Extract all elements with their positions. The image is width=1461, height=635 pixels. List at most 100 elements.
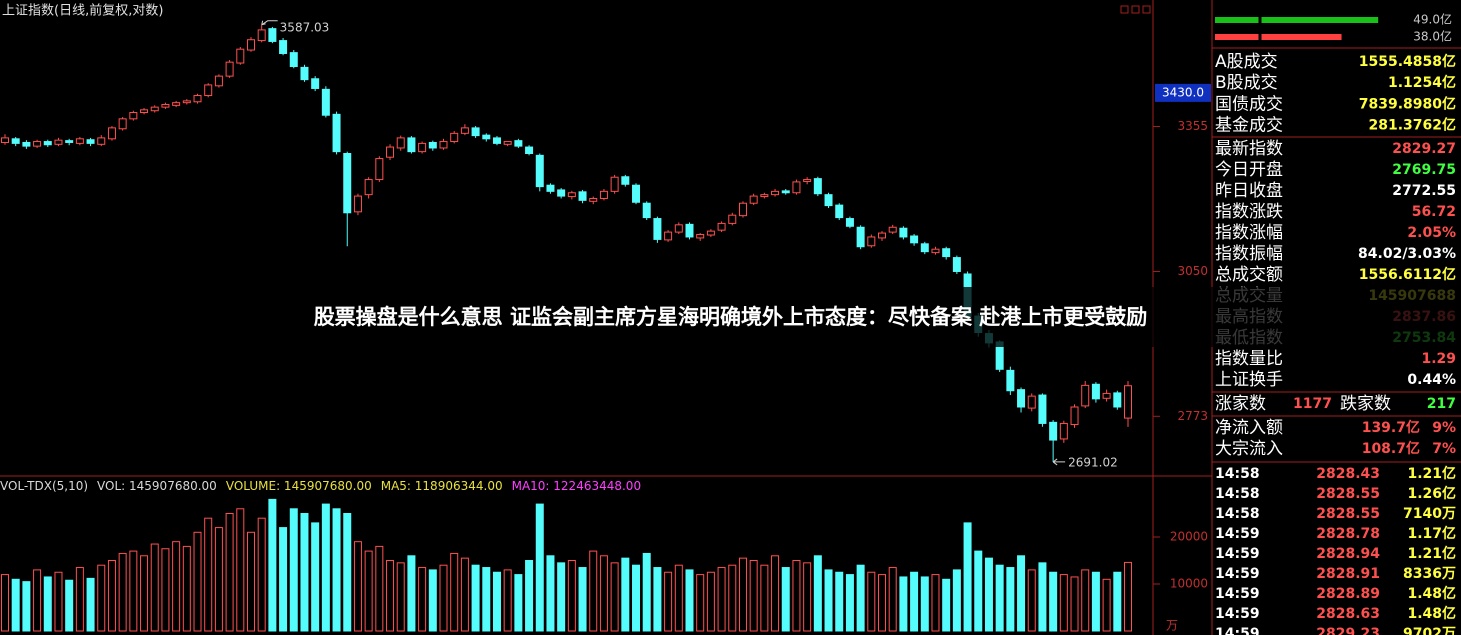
candle-body	[642, 202, 651, 219]
summary-bar	[1215, 34, 1342, 40]
candle-body	[97, 137, 106, 145]
volume-bar	[471, 564, 480, 632]
volume-bar	[728, 564, 737, 632]
window-icon	[1142, 5, 1151, 14]
volume-bar	[845, 574, 854, 632]
volume-bar	[1017, 555, 1026, 632]
candle-body	[150, 106, 159, 112]
row-label: 指数量比	[1215, 349, 1283, 369]
volume-bar	[118, 552, 127, 632]
volume-bar	[172, 541, 181, 632]
candle-body	[182, 100, 191, 104]
candle-body	[653, 218, 662, 240]
volume-bar	[343, 512, 352, 632]
candle-body	[75, 138, 84, 144]
volume-bar	[653, 567, 662, 632]
volume-bar	[1038, 562, 1047, 632]
row-label: 国债成交	[1215, 94, 1283, 114]
row-value: 108.7亿	[1362, 440, 1420, 457]
volume-bar	[621, 557, 630, 632]
volume-bar	[364, 550, 373, 632]
candle-body	[920, 243, 929, 253]
tick-time: 14:59	[1215, 626, 1260, 635]
candle-body	[514, 140, 523, 147]
volume-bar	[578, 567, 587, 632]
candle-body	[728, 214, 737, 224]
volume-bar	[386, 559, 395, 632]
volume-bar	[706, 571, 715, 632]
legend-entry: MA5: 118906344.00	[381, 479, 503, 493]
tick-price: 2828.94	[1316, 546, 1380, 562]
candle-body	[1081, 384, 1090, 407]
window-icon	[1131, 5, 1140, 14]
row-value: 9%	[1432, 420, 1456, 436]
candle-body	[1049, 421, 1058, 441]
row-value: 281.3762亿	[1368, 117, 1456, 134]
volume-bar	[311, 522, 320, 632]
row-label: 大宗流入	[1215, 439, 1283, 459]
tick-volume: 8336万	[1403, 566, 1456, 582]
row-value: 1556.6112亿	[1359, 266, 1456, 283]
candle-body	[781, 190, 790, 194]
tick-volume: 1.21亿	[1407, 545, 1456, 562]
candle-body	[214, 75, 223, 87]
tick-price: 2829.23	[1316, 626, 1380, 635]
row-label: 最新指数	[1215, 139, 1283, 159]
candle-body	[771, 190, 780, 196]
row-value: 1.29	[1421, 351, 1456, 367]
candle-body	[492, 137, 501, 144]
legend-entry: MA10: 122463448.00	[512, 479, 642, 493]
candle-body	[599, 190, 608, 199]
tick-time: 14:58	[1215, 466, 1260, 482]
volume-bar	[214, 527, 223, 632]
volume-bar	[428, 569, 437, 632]
candle-body	[471, 127, 480, 137]
volume-bar	[685, 569, 694, 632]
row-label: A股成交	[1215, 52, 1278, 72]
row-value: 7%	[1432, 441, 1456, 457]
volume-bar	[268, 498, 277, 632]
candle-body	[118, 118, 127, 130]
volume-bar	[418, 567, 427, 632]
volume-bar	[781, 567, 790, 632]
volume-bar	[878, 574, 887, 632]
volume-bar	[792, 559, 801, 632]
row-label: 基金成交	[1215, 116, 1283, 136]
volume-bar	[439, 564, 448, 632]
row-label: 指数涨跌	[1215, 202, 1283, 222]
candle-body	[738, 202, 747, 217]
volume-bar	[867, 571, 876, 632]
candle-body	[33, 141, 42, 147]
volume-bar	[396, 562, 405, 632]
volume-bar	[910, 571, 919, 632]
candle-body	[43, 141, 52, 146]
tick-price: 2828.91	[1316, 566, 1380, 582]
volume-bar	[749, 559, 758, 632]
candle-body	[557, 189, 566, 197]
tick-price: 2828.89	[1316, 586, 1380, 602]
candle-body	[878, 232, 887, 239]
volume-bar	[300, 512, 309, 632]
candle-body	[696, 234, 705, 239]
candle-body	[760, 194, 769, 198]
volume-bar	[546, 555, 555, 632]
volume-bar	[974, 550, 983, 632]
volume-bar	[140, 555, 149, 632]
candle-body	[1059, 422, 1068, 440]
row-value: 7839.8980亿	[1359, 95, 1456, 112]
candle-body	[803, 179, 812, 182]
candle-body	[321, 88, 330, 116]
y-tick-label: 20000	[1170, 529, 1208, 543]
candle-body	[289, 52, 298, 68]
candle-body	[899, 227, 908, 238]
candle-body	[792, 181, 801, 194]
row-value: 139.7亿	[1362, 419, 1420, 436]
candle-body	[86, 139, 95, 144]
tick-time: 14:59	[1215, 586, 1260, 602]
y-tick-label: 3355	[1177, 119, 1208, 133]
volume-bar	[1059, 574, 1068, 632]
volume-bar	[11, 578, 20, 632]
volume-bar	[696, 574, 705, 632]
candle-body	[1113, 392, 1122, 408]
